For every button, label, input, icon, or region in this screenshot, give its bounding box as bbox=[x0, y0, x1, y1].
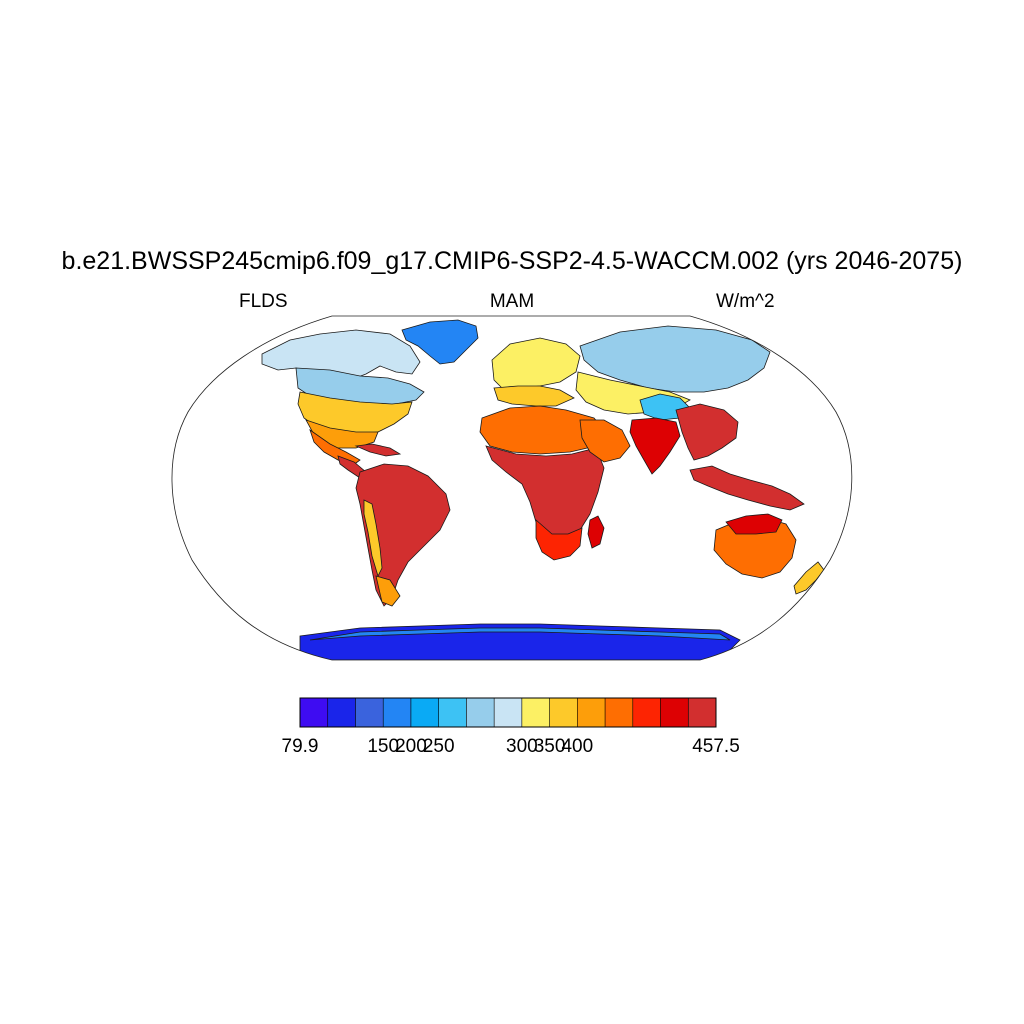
colorbar-label: 400 bbox=[561, 736, 593, 757]
region-southern-africa bbox=[535, 519, 583, 561]
colorbar-swatch bbox=[577, 697, 606, 728]
colorbar-label-max: 457.5 bbox=[692, 736, 740, 757]
colorbar-label: 150 bbox=[367, 736, 399, 757]
season-label: MAM bbox=[489, 291, 535, 312]
colorbar-label: 200 bbox=[395, 736, 427, 757]
region-northern-australia bbox=[725, 513, 783, 535]
colorbar-swatch bbox=[660, 697, 689, 728]
region-north-america-arctic bbox=[261, 329, 421, 381]
colorbar-swatch bbox=[521, 697, 551, 728]
region-usa bbox=[297, 391, 413, 435]
region-india bbox=[629, 417, 681, 475]
colorbar-swatch bbox=[410, 697, 440, 728]
colorbar-label: 350 bbox=[534, 736, 566, 757]
region-greenland bbox=[401, 319, 479, 365]
units-label: W/m^2 bbox=[716, 291, 775, 312]
colorbar-label: 250 bbox=[423, 736, 455, 757]
colorbar-swatch bbox=[299, 697, 329, 728]
plot-title: b.e21.BWSSP245cmip6.f09_g17.CMIP6-SSP2-4… bbox=[61, 247, 963, 275]
colorbar-swatch bbox=[604, 697, 634, 728]
region-siberia bbox=[579, 325, 771, 393]
colorbar-swatch bbox=[549, 697, 578, 728]
region-new-zealand bbox=[793, 561, 825, 595]
colorbar-swatch bbox=[493, 697, 523, 728]
region-patagonia bbox=[375, 575, 401, 607]
variable-label: FLDS bbox=[239, 291, 288, 312]
region-maritime-continent bbox=[689, 465, 805, 511]
region-arabia bbox=[579, 419, 631, 463]
region-southeast-asia bbox=[675, 403, 739, 461]
colorbar-label: 300 bbox=[506, 736, 538, 757]
region-southern-europe bbox=[493, 385, 575, 407]
colorbar-swatch bbox=[382, 697, 412, 728]
region-antarctic-coast bbox=[309, 627, 731, 641]
colorbar-frame bbox=[299, 697, 717, 728]
region-andes bbox=[363, 499, 383, 578]
colorbar-swatch bbox=[438, 697, 467, 728]
colorbar-label-min: 79.9 bbox=[282, 736, 319, 757]
colorbar-swatch bbox=[687, 697, 717, 728]
colorbar-swatch bbox=[355, 697, 384, 728]
colorbar-swatch bbox=[327, 697, 356, 728]
colorbar-swatch bbox=[466, 697, 495, 728]
region-madagascar bbox=[587, 515, 605, 549]
map-boundary bbox=[171, 315, 853, 661]
region-caribbean bbox=[354, 443, 402, 457]
colorbar-swatch bbox=[632, 697, 662, 728]
